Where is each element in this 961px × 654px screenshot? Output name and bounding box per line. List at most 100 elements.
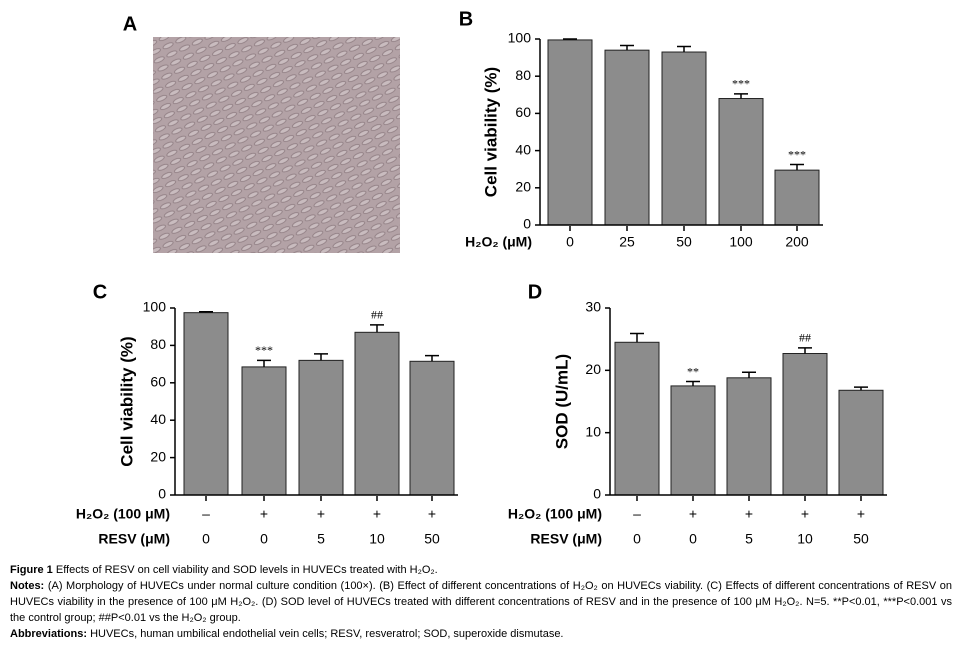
y-tick-label: 30 bbox=[585, 299, 601, 315]
x-tick-label: 0 bbox=[260, 531, 268, 547]
y-tick-label: 20 bbox=[150, 448, 166, 464]
error-bar bbox=[199, 310, 213, 313]
x-tick-label: + bbox=[428, 506, 436, 522]
error-bar bbox=[425, 354, 439, 362]
x-tick-label: 25 bbox=[619, 234, 635, 250]
y-tick-label: 0 bbox=[158, 486, 166, 502]
bar bbox=[838, 389, 884, 496]
abbreviations: HUVECs, human umbilical endothelial vein… bbox=[90, 628, 564, 640]
x-tick-label: 10 bbox=[797, 531, 813, 547]
y-tick-label: 40 bbox=[515, 141, 531, 157]
caption-notes: Notes: (A) Morphology of HUVECs under no… bbox=[10, 578, 952, 626]
significance: *** bbox=[788, 147, 806, 161]
micrograph bbox=[153, 37, 400, 253]
abbrev-label: Abbreviations: bbox=[10, 628, 88, 640]
error-bar bbox=[314, 353, 328, 361]
error-bar bbox=[630, 332, 644, 343]
error-bar bbox=[686, 380, 700, 386]
bar bbox=[661, 51, 707, 226]
panel-label: C bbox=[93, 281, 107, 303]
bar bbox=[614, 341, 660, 496]
significance: ## bbox=[799, 331, 811, 345]
y-tick-label: 100 bbox=[508, 30, 532, 46]
significance: *** bbox=[255, 343, 273, 357]
panel-label: D bbox=[528, 281, 542, 303]
x-tick-label: + bbox=[689, 506, 697, 522]
notes-label: Notes: bbox=[10, 580, 45, 592]
caption-title: Figure 1 Effects of RESV on cell viabili… bbox=[10, 562, 952, 578]
significance: ## bbox=[371, 308, 383, 322]
bar bbox=[604, 49, 650, 226]
error-bar bbox=[798, 347, 812, 354]
y-axis-label: Cell viability (%) bbox=[117, 336, 136, 466]
caption-abbrev: Abbreviations: HUVECs, human umbilical e… bbox=[10, 626, 952, 642]
error-bar bbox=[563, 38, 577, 40]
error-bar bbox=[257, 359, 271, 367]
x-tick-label: – bbox=[202, 506, 210, 522]
bar bbox=[718, 98, 764, 226]
error-bar bbox=[677, 45, 691, 53]
x-row-label: H₂O₂ (μM) bbox=[465, 234, 532, 250]
bar bbox=[726, 377, 772, 496]
y-tick-label: 80 bbox=[150, 336, 166, 352]
figure-title: Effects of RESV on cell viability and SO… bbox=[55, 564, 438, 576]
y-tick-label: 20 bbox=[515, 179, 531, 195]
error-bar bbox=[370, 324, 384, 333]
bar bbox=[241, 366, 287, 496]
error-bar bbox=[620, 44, 634, 51]
x-tick-label: 50 bbox=[676, 234, 692, 250]
bar bbox=[409, 360, 455, 496]
y-axis-label: SOD (U/mL) bbox=[552, 354, 571, 449]
x-tick-label: 0 bbox=[202, 531, 210, 547]
bar bbox=[298, 359, 344, 496]
bar bbox=[670, 385, 716, 496]
x-row-label: H₂O₂ (100 μM) bbox=[76, 506, 170, 522]
y-tick-label: 0 bbox=[523, 216, 531, 232]
y-tick-label: 40 bbox=[150, 411, 166, 427]
x-tick-label: + bbox=[801, 506, 809, 522]
x-tick-label: 0 bbox=[689, 531, 697, 547]
x-tick-label: 10 bbox=[369, 531, 385, 547]
x-tick-label: + bbox=[317, 506, 325, 522]
x-tick-label: 0 bbox=[633, 531, 641, 547]
y-tick-label: 60 bbox=[515, 104, 531, 120]
significance: *** bbox=[732, 77, 750, 91]
x-row-label: RESV (μM) bbox=[98, 531, 170, 547]
x-tick-label: + bbox=[857, 506, 865, 522]
x-tick-label: + bbox=[373, 506, 381, 522]
y-tick-label: 20 bbox=[585, 361, 601, 377]
bar bbox=[774, 169, 820, 226]
notes: (A) Morphology of HUVECs under normal cu… bbox=[10, 580, 952, 624]
x-tick-label: – bbox=[633, 506, 641, 522]
y-tick-label: 100 bbox=[143, 299, 167, 315]
x-tick-label: 5 bbox=[317, 531, 325, 547]
y-tick-label: 10 bbox=[585, 423, 601, 439]
error-bar bbox=[854, 386, 868, 391]
error-bar bbox=[742, 371, 756, 378]
panel-label: B bbox=[459, 8, 473, 30]
x-tick-label: 0 bbox=[566, 234, 574, 250]
y-axis-label: Cell viability (%) bbox=[481, 67, 500, 197]
error-bar bbox=[790, 163, 804, 171]
x-row-label: RESV (μM) bbox=[530, 531, 602, 547]
y-tick-label: 80 bbox=[515, 67, 531, 83]
error-bar bbox=[734, 93, 748, 99]
x-tick-label: 5 bbox=[745, 531, 753, 547]
figure-label: Figure 1 bbox=[10, 564, 53, 576]
bar bbox=[547, 39, 593, 226]
y-tick-label: 60 bbox=[150, 374, 166, 390]
x-tick-label: 200 bbox=[785, 234, 809, 250]
y-tick-label: 0 bbox=[593, 486, 601, 502]
x-row-label: H₂O₂ (100 μM) bbox=[508, 506, 602, 522]
x-tick-label: + bbox=[745, 506, 753, 522]
panel-label: A bbox=[123, 13, 137, 35]
bar bbox=[183, 312, 229, 496]
significance: ** bbox=[687, 364, 699, 378]
caption: Figure 1 Effects of RESV on cell viabili… bbox=[10, 562, 952, 642]
bar bbox=[782, 353, 828, 496]
x-tick-label: + bbox=[260, 506, 268, 522]
x-tick-label: 50 bbox=[853, 531, 869, 547]
x-tick-label: 50 bbox=[424, 531, 440, 547]
